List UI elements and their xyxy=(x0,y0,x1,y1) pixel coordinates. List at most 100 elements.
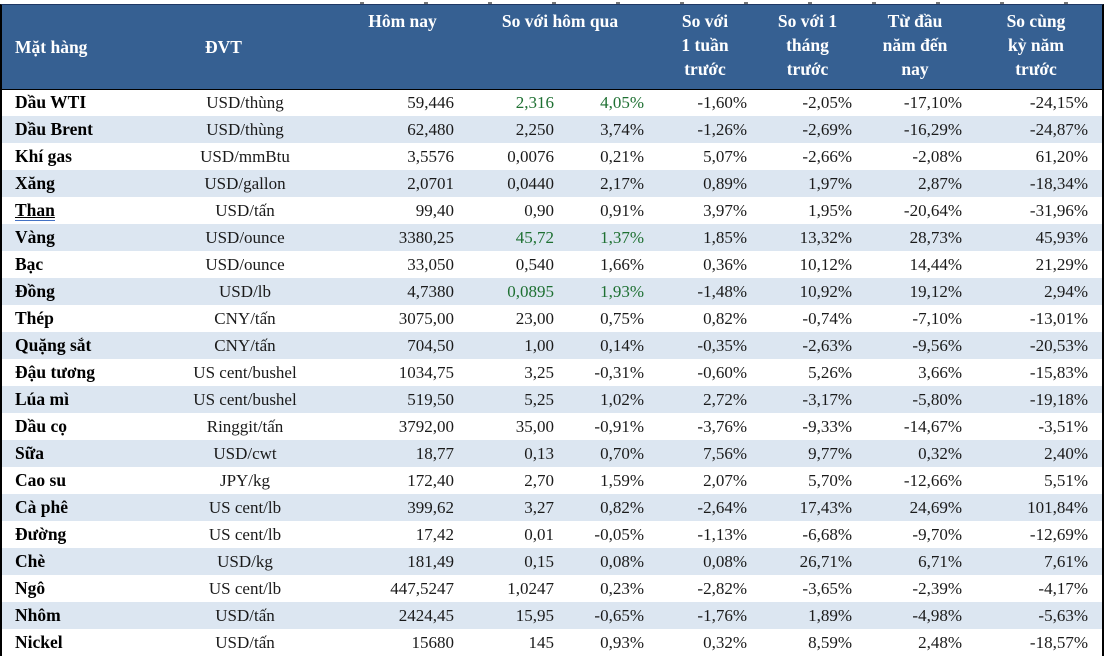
change-pct-cell: 3,74% xyxy=(565,116,655,143)
week-pct-cell: -1,76% xyxy=(655,602,755,629)
change-pct-cell: -0,65% xyxy=(565,602,655,629)
commodity-name[interactable]: Than xyxy=(15,200,55,221)
commodity-price-table: Mặt hàng ĐVT Hôm nay So với hôm qua So v… xyxy=(2,5,1102,656)
commodity-name-cell: Quặng sắt xyxy=(2,332,150,359)
today-cell: 18,77 xyxy=(340,440,465,467)
commodity-name: Ngô xyxy=(15,578,46,598)
commodity-name-cell: Thép xyxy=(2,305,150,332)
commodity-name: Quặng sắt xyxy=(15,335,92,355)
unit-cell: US cent/bushel xyxy=(193,362,297,382)
week-pct-cell: 1,85% xyxy=(655,224,755,251)
today-cell: 4,7380 xyxy=(340,278,465,305)
yoy-pct-cell: 45,93% xyxy=(970,224,1102,251)
header-vs-week: So với 1 tuần trước xyxy=(655,5,755,90)
commodity-name-cell: Đậu tương xyxy=(2,359,150,386)
month-pct-cell: 8,59% xyxy=(808,632,852,652)
today-cell: 704,50 xyxy=(340,332,465,359)
ytd-pct-cell: 2,48% xyxy=(918,632,962,652)
month-pct-cell: 13,32% xyxy=(755,224,860,251)
ytd-pct-cell: 24,69% xyxy=(860,494,970,521)
ytd-pct-cell: -2,08% xyxy=(912,146,962,166)
header-ytd: Từ đầu năm đến nay xyxy=(860,5,970,90)
today-cell: 3075,00 xyxy=(398,308,454,328)
change-pct-cell: 0,91% xyxy=(600,200,644,220)
unit-cell: USD/tấn xyxy=(150,602,340,629)
ytd-pct-cell: -17,10% xyxy=(903,92,962,112)
change-pct-cell: 0,23% xyxy=(600,578,644,598)
today-cell: 99,40 xyxy=(415,200,454,220)
change-pct-cell: 1,93% xyxy=(565,278,655,305)
today-cell: 59,446 xyxy=(407,92,454,112)
unit-cell: USD/tấn xyxy=(215,200,275,220)
commodity-name-cell: Lúa mì xyxy=(2,386,150,413)
month-pct-cell: -2,05% xyxy=(802,92,852,112)
commodity-name-cell: Dầu cọ xyxy=(2,413,150,440)
table-row: Cà phê US cent/lb 399,62 3,27 0,82% -2,6… xyxy=(2,494,1102,521)
month-pct-cell: 1,95% xyxy=(808,200,852,220)
commodity-name-cell: Đường xyxy=(2,521,150,548)
yoy-pct-cell: -18,34% xyxy=(970,170,1102,197)
unit-cell: CNY/tấn xyxy=(214,308,276,328)
table-row: Xăng USD/gallon 2,0701 0,0440 2,17% 0,89… xyxy=(2,170,1102,197)
week-pct-cell: 2,07% xyxy=(703,470,747,490)
change-abs-cell: 0,90 xyxy=(524,200,554,220)
week-pct-cell: -2,82% xyxy=(697,578,747,598)
change-pct-cell: 1,66% xyxy=(600,254,644,274)
table-row: Lúa mì US cent/bushel 519,50 5,25 1,02% … xyxy=(2,386,1102,413)
unit-cell: US cent/bushel xyxy=(150,386,340,413)
change-pct-cell: 0,21% xyxy=(600,146,644,166)
table-row: Cao su JPY/kg 172,40 2,70 1,59% 2,07% 5,… xyxy=(2,467,1102,494)
yoy-pct-cell: -31,96% xyxy=(1029,200,1088,220)
yoy-pct-cell: -5,63% xyxy=(970,602,1102,629)
month-pct-cell: 1,97% xyxy=(755,170,860,197)
commodity-name: Dầu cọ xyxy=(15,416,68,436)
yoy-pct-cell: -24,87% xyxy=(970,116,1102,143)
ytd-pct-cell: 0,32% xyxy=(860,440,970,467)
change-abs-cell: 0,0440 xyxy=(465,170,565,197)
today-cell: 3380,25 xyxy=(340,224,465,251)
unit-cell: USD/mmBtu xyxy=(200,146,290,166)
commodity-name-cell: Xăng xyxy=(2,170,150,197)
yoy-pct-cell: -18,57% xyxy=(1029,632,1088,652)
commodity-name-cell: Nickel xyxy=(2,629,150,656)
yoy-pct-cell: 21,29% xyxy=(1035,254,1088,274)
commodity-name: Nhôm xyxy=(15,605,61,625)
commodity-name-cell: Cà phê xyxy=(2,494,150,521)
header-vs-month: So với 1 tháng trước xyxy=(755,5,860,90)
header-yoy: So cùng kỳ năm trước xyxy=(970,5,1102,90)
table-body: Dầu WTI USD/thùng 59,446 2,316 4,05% -1,… xyxy=(2,89,1102,656)
commodity-name: Vàng xyxy=(15,227,55,247)
change-abs-cell: 1,0247 xyxy=(507,578,554,598)
today-cell: 2,0701 xyxy=(340,170,465,197)
ytd-pct-cell: -9,56% xyxy=(860,332,970,359)
ytd-pct-cell: -14,67% xyxy=(903,416,962,436)
unit-cell: US cent/lb xyxy=(208,578,282,598)
ytd-pct-cell: 3,66% xyxy=(918,362,962,382)
yoy-pct-cell: 2,40% xyxy=(970,440,1102,467)
change-pct-cell: 0,93% xyxy=(600,632,644,652)
month-pct-cell: 5,70% xyxy=(808,470,852,490)
commodity-name-cell: Bạc xyxy=(2,251,150,278)
unit-cell: USD/lb xyxy=(150,278,340,305)
change-pct-cell: 0,14% xyxy=(565,332,655,359)
table-row: Ngô US cent/lb 447,5247 1,0247 0,23% -2,… xyxy=(2,575,1102,602)
commodity-name: Sữa xyxy=(15,443,44,463)
today-cell: 181,49 xyxy=(340,548,465,575)
yoy-pct-cell: -24,15% xyxy=(1029,92,1088,112)
week-pct-cell: -1,13% xyxy=(697,524,747,544)
ytd-pct-cell: 28,73% xyxy=(860,224,970,251)
commodity-name: Khí gas xyxy=(15,146,72,166)
table-row: Dầu cọ Ringgit/tấn 3792,00 35,00 -0,91% … xyxy=(2,413,1102,440)
today-cell: 447,5247 xyxy=(390,578,454,598)
month-pct-cell: 1,89% xyxy=(755,602,860,629)
header-commodity: Mặt hàng xyxy=(2,5,150,90)
change-abs-cell: 2,250 xyxy=(465,116,565,143)
week-pct-cell: 7,56% xyxy=(655,440,755,467)
change-abs-cell: 145 xyxy=(528,632,555,652)
ytd-pct-cell: 6,71% xyxy=(860,548,970,575)
month-pct-cell: 10,92% xyxy=(755,278,860,305)
week-pct-cell: 0,36% xyxy=(703,254,747,274)
change-abs-cell: 5,25 xyxy=(465,386,565,413)
table-row: Quặng sắt CNY/tấn 704,50 1,00 0,14% -0,3… xyxy=(2,332,1102,359)
week-pct-cell: 0,89% xyxy=(655,170,755,197)
